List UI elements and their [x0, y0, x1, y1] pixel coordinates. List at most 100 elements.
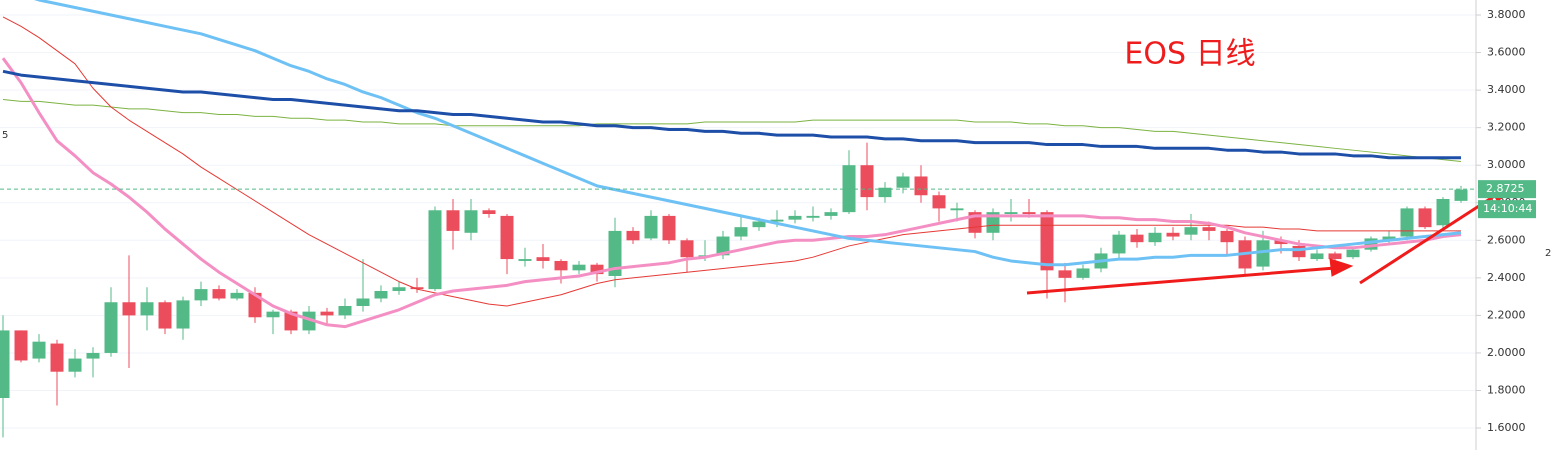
candle-body	[374, 290, 388, 299]
candle-body	[824, 212, 838, 216]
candle-body	[644, 215, 658, 239]
candle-body	[428, 210, 442, 290]
candle-body	[716, 236, 730, 256]
candle-body	[878, 187, 892, 198]
candle-body	[680, 240, 694, 258]
candle-body	[464, 210, 478, 233]
candle-body	[1382, 236, 1396, 241]
candle-body	[158, 302, 172, 329]
candle-body	[284, 311, 298, 331]
moving-average	[2, 99, 1462, 162]
y-tick-label: 2.6000	[1487, 233, 1526, 246]
arrow-line	[1026, 266, 1336, 295]
y-tick-label: 2.4000	[1487, 271, 1526, 284]
candle-body	[1220, 230, 1234, 243]
candle-body	[410, 287, 424, 290]
candle-body	[500, 215, 514, 260]
candle-body	[446, 210, 460, 231]
moving-average	[1, 57, 1462, 329]
candle-body	[752, 221, 766, 228]
candle-body	[392, 287, 406, 291]
moving-average	[2, 69, 1461, 160]
candle-body	[1256, 240, 1270, 267]
y-tick-label: 3.4000	[1487, 83, 1526, 96]
candle-body	[1130, 234, 1144, 243]
candle-body	[0, 330, 10, 398]
candle-body	[176, 300, 190, 329]
candle-body	[248, 292, 262, 318]
edge-text: 5	[2, 130, 8, 141]
candle-body	[914, 176, 928, 196]
candle-body	[1112, 234, 1126, 254]
candle-body	[608, 230, 622, 276]
grid	[0, 14, 1476, 429]
candle-body	[1364, 238, 1378, 250]
candle-body	[1292, 245, 1306, 258]
y-tick-label: 1.6000	[1487, 421, 1526, 434]
candle-body	[1040, 212, 1054, 271]
candle-body	[662, 215, 676, 241]
candle-body	[482, 210, 496, 215]
candle-body	[212, 289, 226, 299]
y-tick-label: 3.2000	[1487, 121, 1526, 134]
candle-body	[590, 264, 604, 275]
candle-body	[356, 298, 370, 307]
countdown-label: 14:10:44	[1483, 202, 1532, 215]
candle-body	[1328, 253, 1342, 260]
y-tick-label: 3.0000	[1487, 158, 1526, 171]
candle-body	[104, 302, 118, 353]
arrow-line	[1359, 193, 1497, 285]
candle-body	[320, 311, 334, 316]
y-tick-label: 1.8000	[1487, 383, 1526, 396]
candle-body	[1310, 253, 1324, 260]
candle-body	[536, 257, 550, 261]
candle-body	[518, 259, 532, 261]
y-axis: 1.60001.80002.00002.20002.40002.60002.80…	[1476, 8, 1526, 434]
chart-title: EOS 日线	[1124, 37, 1255, 72]
candle-body	[1058, 270, 1072, 278]
candle-body	[1418, 208, 1432, 228]
candle-body	[14, 330, 28, 361]
last-price-label: 2.8725	[1486, 182, 1525, 195]
candle-body	[1148, 232, 1162, 243]
candle-body	[50, 343, 64, 372]
candle-body	[572, 264, 586, 271]
candle-body	[626, 230, 640, 241]
candle-body	[1346, 249, 1360, 258]
candle-body	[1184, 227, 1198, 235]
candle-body	[950, 208, 964, 211]
candle-body	[788, 215, 802, 220]
arrow-head	[1329, 258, 1354, 277]
candle-body	[554, 260, 568, 271]
countdown-box	[1478, 200, 1536, 219]
candle-body	[1022, 212, 1036, 215]
candle-body	[230, 292, 244, 299]
y-tick-label: 3.6000	[1487, 46, 1526, 59]
candle-body	[896, 176, 910, 188]
candle-body	[1454, 189, 1468, 201]
y-tick-label: 2.2000	[1487, 308, 1526, 321]
candle-body	[1166, 232, 1180, 237]
candle-body	[1076, 268, 1090, 278]
candle-body	[338, 306, 352, 316]
candle-body	[1004, 212, 1018, 215]
candle-body	[770, 219, 784, 222]
candle-body	[266, 311, 280, 318]
edge-text: 2	[1545, 248, 1551, 259]
candle-body	[122, 302, 136, 316]
candle-body	[302, 311, 316, 331]
candle-body	[140, 302, 154, 316]
candle-body	[68, 358, 82, 372]
candle-body	[32, 341, 46, 359]
candle-body	[86, 352, 100, 359]
candle-body	[932, 195, 946, 209]
y-tick-label: 3.8000	[1487, 8, 1526, 21]
candle-body	[734, 227, 748, 237]
candle-body	[1202, 227, 1216, 231]
candle-body	[1400, 208, 1414, 237]
candle-body	[806, 215, 820, 218]
candle-body	[194, 289, 208, 301]
y-tick-label: 2.0000	[1487, 346, 1526, 359]
moving-average	[33, 0, 1462, 267]
